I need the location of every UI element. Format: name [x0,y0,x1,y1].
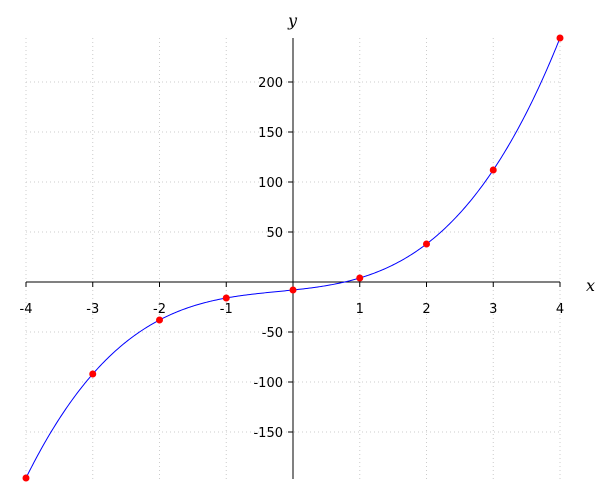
x-tick-label: -3 [86,302,99,317]
x-tick-label: -2 [153,302,166,317]
x-tick-label: 4 [556,302,564,317]
y-tick-label: -50 [262,326,283,341]
y-axis-label: y [287,11,298,30]
y-tick-label: -100 [253,376,283,391]
data-point [356,274,364,282]
tick-labels: -4 -3 -2 -1 1 2 3 4 -150 -100 -50 50 100 150 200 [20,76,565,441]
y-tick-label: 150 [258,126,283,141]
y-tick-label: -150 [253,426,283,441]
x-tick-label: -1 [220,302,233,317]
data-point [89,370,97,378]
data-point [222,294,230,302]
data-point [556,34,564,42]
x-tick-label: 2 [422,302,430,317]
x-tick-label: 1 [356,302,364,317]
axes [25,38,561,479]
x-tick-label: -4 [20,302,33,317]
data-point [22,474,30,482]
data-points [22,34,564,482]
y-tick-label: 50 [266,226,283,241]
grid [25,38,561,479]
data-point [156,316,163,324]
x-axis-label: x [586,276,595,295]
data-point [423,240,430,248]
y-tick-label: 100 [258,176,283,191]
data-point [289,286,297,294]
y-tick-label: 200 [258,76,283,91]
x-tick-label: 3 [489,302,497,317]
data-point [489,166,497,174]
